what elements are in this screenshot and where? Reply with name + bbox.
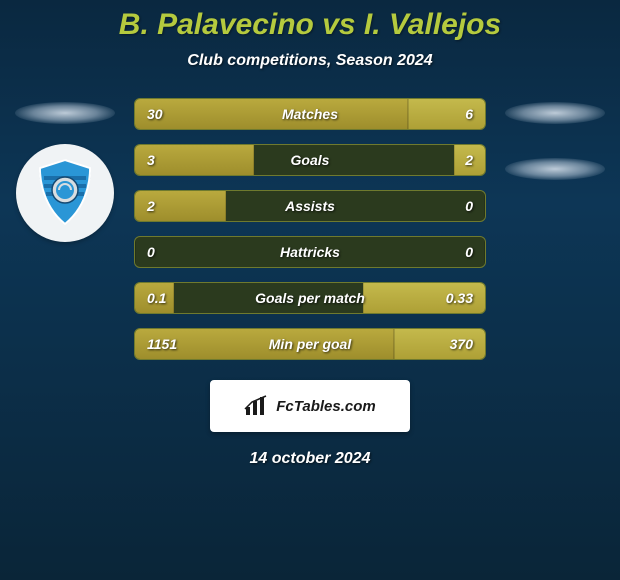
- bar-fill-left: [135, 237, 136, 267]
- branding-badge[interactable]: FcTables.com: [210, 380, 410, 432]
- stat-label: Goals: [291, 152, 330, 168]
- bar-chart-icon: [244, 395, 270, 417]
- player-placeholder-right-2: [505, 158, 605, 180]
- stat-value-left: 2: [147, 198, 155, 214]
- comparison-card: B. Palavecino vs I. Vallejos Club compet…: [0, 0, 620, 580]
- bar-fill-right: [484, 237, 485, 267]
- stat-value-right: 0.33: [446, 290, 473, 306]
- stats-layout: 30 Matches 6 3 Goals 2 2 Assists 0 0 Hattricks 0 0.1…: [0, 98, 620, 360]
- stat-label: Assists: [285, 198, 335, 214]
- stat-row: 0 Hattricks 0: [134, 236, 486, 268]
- left-player-column: [0, 98, 130, 242]
- stat-label: Hattricks: [280, 244, 340, 260]
- player-placeholder-left: [15, 102, 115, 124]
- stat-row: 30 Matches 6: [134, 98, 486, 130]
- stat-value-left: 3: [147, 152, 155, 168]
- bar-fill-right: [484, 191, 485, 221]
- player-placeholder-right-1: [505, 102, 605, 124]
- team-badge-left: [16, 144, 114, 242]
- stat-row: 1151 Min per goal 370: [134, 328, 486, 360]
- page-subtitle: Club competitions, Season 2024: [187, 52, 432, 70]
- page-title: B. Palavecino vs I. Vallejos: [119, 8, 501, 42]
- bar-fill-left: [135, 99, 408, 129]
- stat-value-left: 0: [147, 244, 155, 260]
- stat-label: Matches: [282, 106, 338, 122]
- stat-value-right: 0: [465, 244, 473, 260]
- stat-row: 3 Goals 2: [134, 144, 486, 176]
- stat-value-right: 370: [450, 336, 473, 352]
- stat-label: Min per goal: [269, 336, 351, 352]
- stat-value-right: 0: [465, 198, 473, 214]
- stat-value-left: 0.1: [147, 290, 166, 306]
- shield-icon: [34, 158, 96, 228]
- stat-row: 0.1 Goals per match 0.33: [134, 282, 486, 314]
- stat-bars: 30 Matches 6 3 Goals 2 2 Assists 0 0 Hattricks 0 0.1…: [130, 98, 490, 360]
- stat-value-right: 6: [465, 106, 473, 122]
- stat-value-left: 30: [147, 106, 163, 122]
- date-text: 14 october 2024: [250, 450, 371, 468]
- stat-row: 2 Assists 0: [134, 190, 486, 222]
- stat-value-left: 1151: [147, 336, 177, 352]
- right-player-column: [490, 98, 620, 180]
- bar-fill-right: [408, 99, 485, 129]
- stat-label: Goals per match: [255, 290, 365, 306]
- stat-value-right: 2: [465, 152, 473, 168]
- branding-text: FcTables.com: [276, 398, 375, 415]
